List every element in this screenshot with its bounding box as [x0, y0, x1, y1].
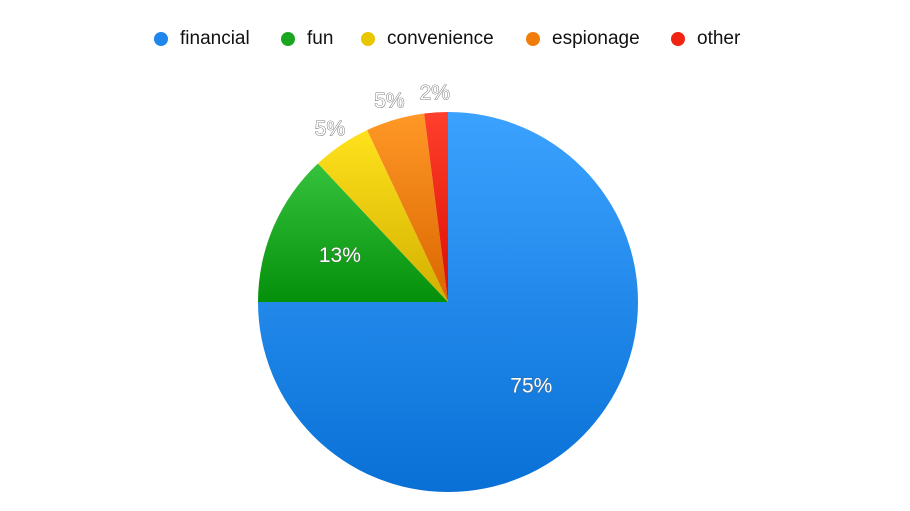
- data-label-espionage: 5%: [374, 89, 404, 112]
- data-label-financial: 75%: [510, 374, 552, 397]
- pie-slice-fun: [258, 163, 448, 302]
- pie-slice-espionage: [367, 113, 448, 303]
- pie-slices: [258, 112, 638, 492]
- legend-item-convenience: convenience: [361, 26, 494, 52]
- legend-label-fun: fun: [307, 28, 334, 49]
- legend-label-convenience: convenience: [387, 28, 494, 49]
- legend-swatch-espionage: [526, 32, 540, 46]
- legend-item-espionage: espionage: [526, 26, 640, 52]
- legend-swatch-convenience: [361, 32, 375, 46]
- legend-label-financial: financial: [180, 28, 250, 49]
- legend-item-other: other: [671, 26, 740, 52]
- legend-item-financial: financial: [154, 26, 250, 52]
- legend-item-fun: fun: [281, 26, 333, 52]
- data-label-convenience: 5%: [315, 117, 345, 140]
- legend-swatch-other: [671, 32, 685, 46]
- pie-data-labels: 75% 13% 5% 5% 2%: [314, 81, 552, 398]
- pie-slice-other: [424, 112, 448, 302]
- pie-slice-convenience: [317, 130, 448, 302]
- data-label-fun: 13%: [319, 244, 361, 267]
- legend-label-espionage: espionage: [552, 28, 640, 49]
- legend-label-other: other: [697, 28, 741, 49]
- legend-swatch-financial: [154, 32, 168, 46]
- legend-swatch-fun: [281, 32, 295, 46]
- legend: financial fun convenience espionage othe…: [0, 26, 910, 52]
- data-label-other: 2%: [420, 81, 450, 104]
